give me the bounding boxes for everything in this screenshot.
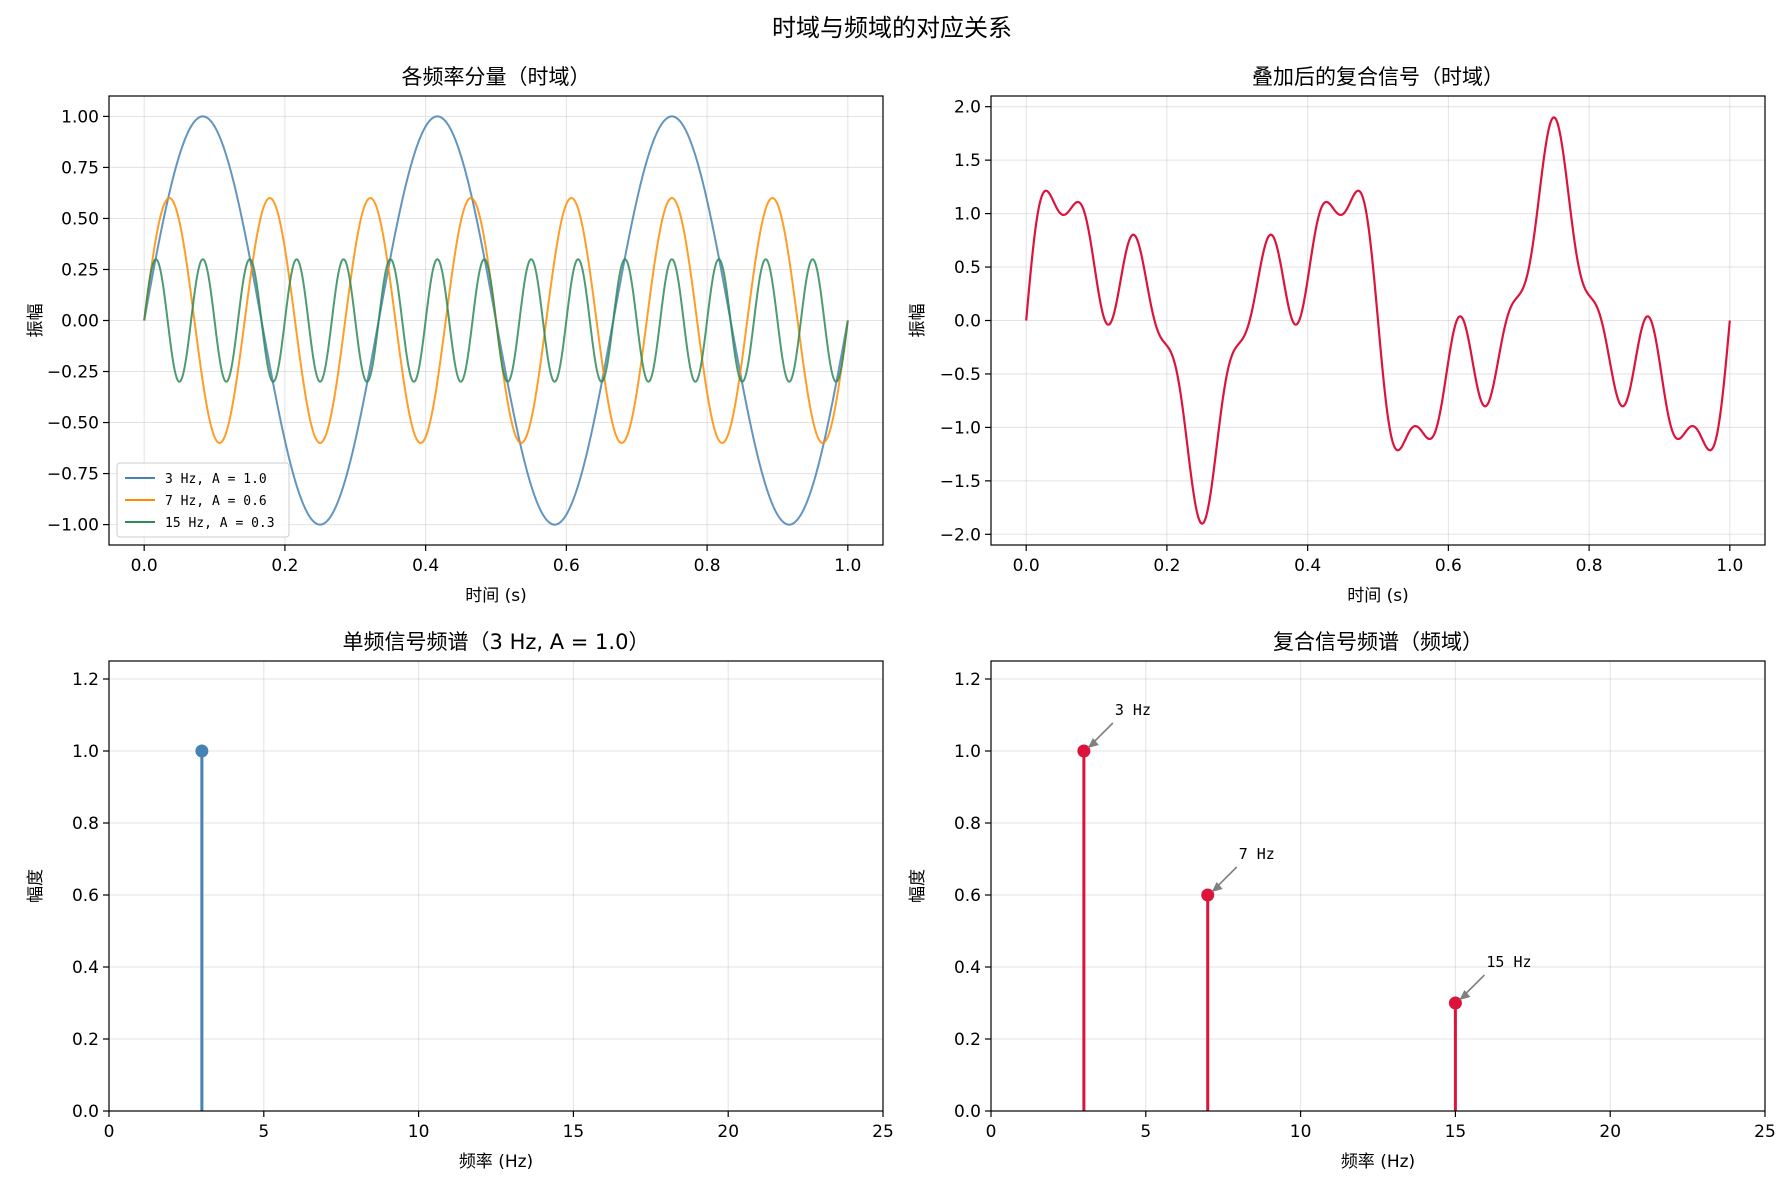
x-axis-label: 频率 (Hz) — [459, 1152, 533, 1172]
composite-signal-line — [1025, 116, 1731, 525]
x-tick-label: 0 — [104, 1122, 115, 1142]
x-tick-label: 0.6 — [1435, 556, 1462, 576]
y-tick-label: 1.2 — [954, 670, 981, 690]
stem-marker — [195, 744, 209, 758]
x-tick-label: 0.4 — [412, 556, 439, 576]
y-tick-label: 0.2 — [72, 1030, 99, 1050]
annotation-arrowhead — [1211, 882, 1223, 892]
y-tick-label: 0.6 — [954, 886, 981, 906]
y-tick-label: 0.0 — [954, 1102, 981, 1122]
x-tick-label: 20 — [717, 1122, 739, 1142]
y-axis-label: 振幅 — [908, 304, 928, 338]
x-tick-label: 0.2 — [271, 556, 298, 576]
y-tick-label: 0.8 — [72, 814, 99, 834]
y-tick-label: 0.75 — [61, 158, 99, 178]
y-tick-label: 0.4 — [954, 958, 981, 978]
x-axis-label: 时间 (s) — [465, 586, 527, 606]
y-tick-label: −1.0 — [940, 418, 981, 438]
y-tick-label: 0.8 — [954, 814, 981, 834]
x-tick-label: 15 — [1445, 1122, 1467, 1142]
y-axis-label: 幅度 — [908, 869, 928, 903]
y-tick-label: 0.2 — [954, 1030, 981, 1050]
x-tick-label: 0.8 — [694, 556, 721, 576]
x-tick-label: 0.8 — [1576, 556, 1603, 576]
y-tick-label: 0.6 — [72, 886, 99, 906]
y-tick-label: 0.25 — [61, 260, 99, 280]
subplot-component-signals: 0.0 0.2 0.4 0.6 0.8 1.0 1.00 0.75 0.50 0.25 0.00 −0… — [26, 65, 884, 606]
annotation-label: 7 Hz — [1239, 845, 1275, 863]
annotation-arrowhead — [1459, 990, 1471, 1000]
y-tick-label: −0.50 — [47, 414, 99, 434]
y-tick-label: 0.0 — [954, 312, 981, 332]
x-tick-label: 15 — [563, 1122, 585, 1142]
plot-area — [109, 661, 883, 1111]
subplot-title: 复合信号频谱（频域） — [1273, 630, 1483, 654]
x-tick-label: 25 — [1754, 1122, 1776, 1142]
figure-suptitle: 时域与频域的对应关系 — [772, 14, 1012, 42]
x-tick-label: 0.4 — [1294, 556, 1321, 576]
y-tick-label: 0.00 — [61, 312, 99, 332]
x-tick-label: 0.2 — [1153, 556, 1180, 576]
axes-frame — [108, 660, 884, 1112]
y-tick-label: 1.00 — [61, 107, 99, 127]
y-tick-label: 1.2 — [72, 670, 99, 690]
x-tick-label: 1.0 — [1716, 556, 1743, 576]
y-tick-label: 0.4 — [72, 958, 99, 978]
y-tick-label: −2.0 — [940, 525, 981, 545]
axes-frame — [990, 660, 1766, 1112]
subplot-title: 叠加后的复合信号（时域） — [1252, 65, 1504, 89]
stem-marker — [1077, 744, 1091, 758]
y-tick-label: 1.0 — [954, 205, 981, 225]
legend-box — [116, 462, 290, 538]
subplot-composite-signal: 0.0 0.2 0.4 0.6 0.8 1.0 2.0 1.5 1.0 0.5 0.0 −0.5 −1.… — [908, 65, 1766, 606]
y-tick-label: 0.0 — [72, 1102, 99, 1122]
y-axis-label: 幅度 — [26, 869, 46, 903]
annotation-label: 15 Hz — [1486, 953, 1531, 971]
x-tick-label: 0.6 — [553, 556, 580, 576]
plot-area — [991, 661, 1765, 1111]
y-tick-label: 0.5 — [954, 258, 981, 278]
series-line-15hz — [143, 258, 849, 383]
subplot-title: 各频率分量（时域） — [402, 65, 591, 89]
y-tick-label: 1.0 — [954, 742, 981, 762]
y-tick-label: −0.25 — [47, 363, 99, 383]
legend-entry: 15 Hz, A = 0.3 — [165, 516, 275, 531]
x-tick-label: 0.0 — [1013, 556, 1040, 576]
y-tick-label: 0.50 — [61, 209, 99, 229]
y-tick-label: −0.75 — [47, 465, 99, 485]
legend-entry: 7 Hz, A = 0.6 — [165, 494, 267, 509]
x-axis-label: 时间 (s) — [1347, 586, 1409, 606]
x-tick-label: 10 — [408, 1122, 430, 1142]
y-tick-label: −1.5 — [940, 472, 981, 492]
y-tick-label: 1.0 — [72, 742, 99, 762]
axes-frame — [990, 95, 1766, 546]
axes-frame — [108, 95, 884, 546]
x-tick-label: 5 — [258, 1122, 269, 1142]
legend-entry: 3 Hz, A = 1.0 — [165, 472, 267, 487]
x-axis-label: 频率 (Hz) — [1341, 1152, 1415, 1172]
y-axis-label: 振幅 — [26, 304, 46, 338]
x-tick-label: 0 — [986, 1122, 997, 1142]
subplot-single-spectrum: 0 5 10 15 20 25 0.0 0.2 0.4 0.6 0.8 1.0 1.2 单频信号频谱（3 … — [26, 630, 894, 1172]
y-tick-label: 1.5 — [954, 151, 981, 171]
x-tick-label: 25 — [872, 1122, 894, 1142]
annotation-label: 3 Hz — [1115, 701, 1151, 719]
y-tick-label: 2.0 — [954, 98, 981, 118]
x-tick-label: 1.0 — [834, 556, 861, 576]
y-tick-label: −0.5 — [940, 365, 981, 385]
annotation-arrowhead — [1087, 738, 1099, 748]
x-tick-label: 0.0 — [131, 556, 158, 576]
x-tick-label: 5 — [1140, 1122, 1151, 1142]
subplot-composite-spectrum: 0 5 10 15 20 25 0.0 0.2 0.4 0.6 0.8 1.0 1.2 复合信号频谱（频域… — [908, 630, 1776, 1172]
subplot-title: 单频信号频谱（3 Hz, A = 1.0） — [343, 630, 650, 654]
stem-marker — [1448, 996, 1462, 1010]
stem-marker — [1201, 888, 1215, 902]
x-tick-label: 20 — [1599, 1122, 1621, 1142]
y-tick-label: −1.00 — [47, 516, 99, 536]
x-tick-label: 10 — [1290, 1122, 1312, 1142]
